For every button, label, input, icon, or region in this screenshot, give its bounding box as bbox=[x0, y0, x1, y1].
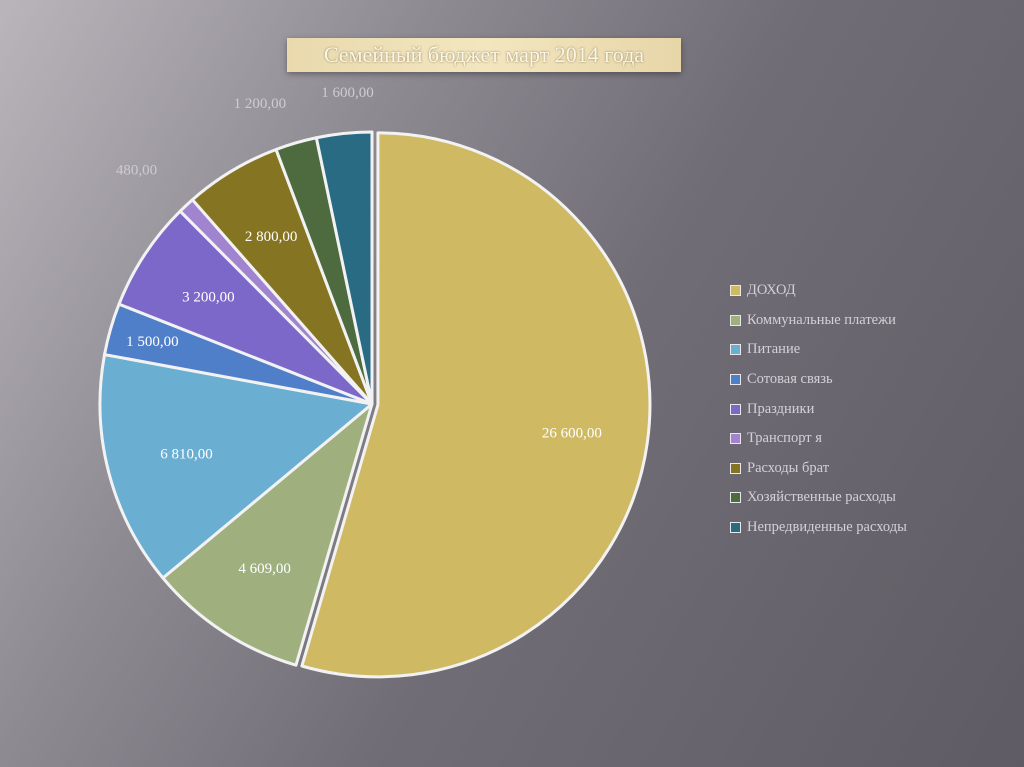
chart-title: Семейный бюджет март 2014 года bbox=[287, 38, 681, 72]
pie-slice bbox=[314, 130, 374, 406]
legend-item: ДОХОД bbox=[730, 276, 960, 306]
pie-slice bbox=[161, 402, 374, 667]
slice-value-label: 3 200,00 bbox=[182, 289, 235, 305]
legend-label: Сотовая связь bbox=[747, 371, 833, 388]
legend-item: Питание bbox=[730, 335, 960, 365]
legend-item: Расходы брат bbox=[730, 454, 960, 484]
legend-item: Сотовая связь bbox=[730, 365, 960, 395]
slice-value-label: 1 600,00 bbox=[321, 85, 374, 101]
slice-value-label: 6 810,00 bbox=[160, 447, 213, 463]
slice-value-label: 26 600,00 bbox=[542, 425, 602, 441]
slice-value-label: 1 500,00 bbox=[126, 334, 179, 350]
legend-swatch bbox=[730, 285, 741, 297]
legend-item: Праздники bbox=[730, 394, 960, 424]
slice-value-label: 480,00 bbox=[116, 163, 157, 179]
legend-label: Непредвиденные расходы bbox=[747, 519, 907, 536]
legend-label: Питание bbox=[747, 341, 801, 358]
legend-swatch bbox=[730, 492, 741, 504]
legend-swatch bbox=[730, 314, 741, 326]
slice-value-label: 2 800,00 bbox=[245, 229, 298, 245]
pie-slice bbox=[98, 353, 374, 580]
legend-item: Транспорт я bbox=[730, 424, 960, 454]
legend-item: Коммунальные платежи bbox=[730, 306, 960, 336]
legend-swatch bbox=[730, 462, 741, 474]
legend-label: Праздники bbox=[747, 400, 815, 417]
chart-legend: ДОХОД Коммунальные платежи Питание Сотовая … bbox=[730, 276, 960, 542]
slice-value-label: 1 200,00 bbox=[234, 96, 287, 112]
pie-slice bbox=[300, 131, 652, 679]
legend-swatch bbox=[730, 374, 741, 386]
legend-label: Коммунальные платежи bbox=[747, 311, 896, 328]
legend-swatch bbox=[730, 344, 741, 356]
pie-slice bbox=[117, 209, 374, 406]
legend-item: Хозяйственные расходы bbox=[730, 483, 960, 513]
slice-value-label: 4 609,00 bbox=[238, 561, 291, 577]
legend-swatch bbox=[730, 433, 741, 445]
legend-label: Транспорт я bbox=[747, 430, 822, 447]
legend-label: Расходы брат bbox=[747, 459, 830, 476]
legend-label: Хозяйственные расходы bbox=[747, 489, 896, 506]
legend-item: Непредвиденные расходы bbox=[730, 513, 960, 543]
legend-swatch bbox=[730, 522, 741, 534]
legend-swatch bbox=[730, 403, 741, 415]
legend-label: ДОХОД bbox=[747, 282, 796, 299]
